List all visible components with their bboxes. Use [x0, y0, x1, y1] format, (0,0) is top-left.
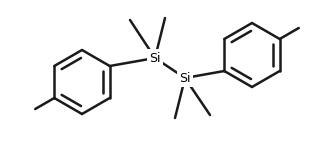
Text: Si: Si [179, 71, 191, 85]
Text: Si: Si [149, 52, 161, 65]
